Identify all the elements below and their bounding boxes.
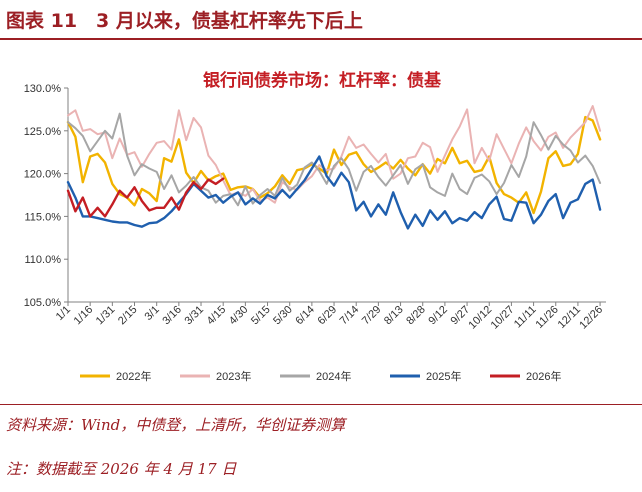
x-tick-label: 4/30	[227, 304, 251, 328]
series-layer	[66, 105, 602, 230]
x-tick-label: 4/15	[205, 304, 229, 328]
x-tick-label: 7/29	[360, 304, 384, 328]
x-tick-label: 7/14	[338, 304, 362, 328]
x-tick-label: 3/31	[183, 304, 207, 328]
x-tick-label: 11/26	[533, 304, 560, 331]
x-tick-label: 12/26	[577, 304, 605, 332]
x-axis: 1/11/161/312/15 3/13/163/314/154/305/155/…	[54, 302, 605, 332]
x-tick-label: 3/16	[160, 304, 184, 328]
series-line-2025	[66, 155, 602, 230]
date-note: 注：数据截至 2026 年 4 月 17 日	[6, 460, 237, 478]
x-tick-label: 6/14	[293, 304, 317, 328]
x-tick-label: 5/15	[249, 304, 273, 328]
y-tick-label: 125.0%	[24, 126, 62, 138]
x-tick-label: 11/11	[512, 304, 539, 331]
source-note: 资料来源：Wind，中债登，上清所，华创证券测算	[6, 416, 346, 434]
x-tick-label: 3/1	[143, 304, 162, 323]
chart-title: 银行间债券市场：杠杆率：债基	[203, 70, 442, 90]
y-tick-label: 105.0%	[24, 297, 62, 309]
y-tick-label: 115.0%	[25, 211, 62, 223]
page-title: 图表 11 3 月以来，债基杠杆率先下后上	[6, 10, 363, 32]
x-tick-label: 6/29	[316, 304, 340, 328]
x-tick-label: 8/13	[382, 304, 406, 328]
leverage-line-chart: 105.0% 110.0% 115.0% 120.0% 125.0% 130.0% 1/1…	[24, 70, 606, 383]
title-divider	[0, 38, 642, 40]
series-line-2023	[67, 105, 602, 204]
x-tick-label: 9/12	[426, 304, 450, 328]
x-tick-label: 12/11	[556, 304, 583, 331]
x-tick-label: 5/30	[271, 304, 295, 328]
x-tick-label: 10/27	[489, 304, 517, 332]
series-line-2022	[66, 115, 602, 215]
x-tick-label: 1/16	[72, 304, 96, 328]
y-tick-label: 110.0%	[25, 254, 62, 266]
series-line-2026	[66, 177, 225, 218]
legend-label-2022: 2022年	[116, 369, 151, 383]
y-axis: 105.0% 110.0% 115.0% 120.0% 125.0% 130.0%	[24, 83, 68, 309]
legend-label-2024: 2024年	[316, 369, 351, 383]
title-bar: 图表 11 3 月以来，债基杠杆率先下后上	[0, 0, 642, 36]
y-tick-label: 120.0%	[24, 169, 62, 181]
source-divider	[0, 404, 642, 405]
series-line-2024	[67, 112, 602, 207]
y-tick-label: 130.0%	[24, 83, 62, 95]
legend: 2022年 2023年 2024年 2025年 2026年	[80, 369, 561, 383]
x-tick-label: 10/12	[466, 304, 494, 332]
legend-label-2023: 2023年	[216, 369, 251, 383]
x-tick-label: 8/28	[404, 304, 428, 328]
legend-label-2025: 2025年	[426, 369, 461, 383]
x-tick-label: 2/15	[116, 304, 140, 328]
x-tick-label: 1/31	[94, 304, 118, 328]
legend-label-2026: 2026年	[526, 369, 561, 383]
